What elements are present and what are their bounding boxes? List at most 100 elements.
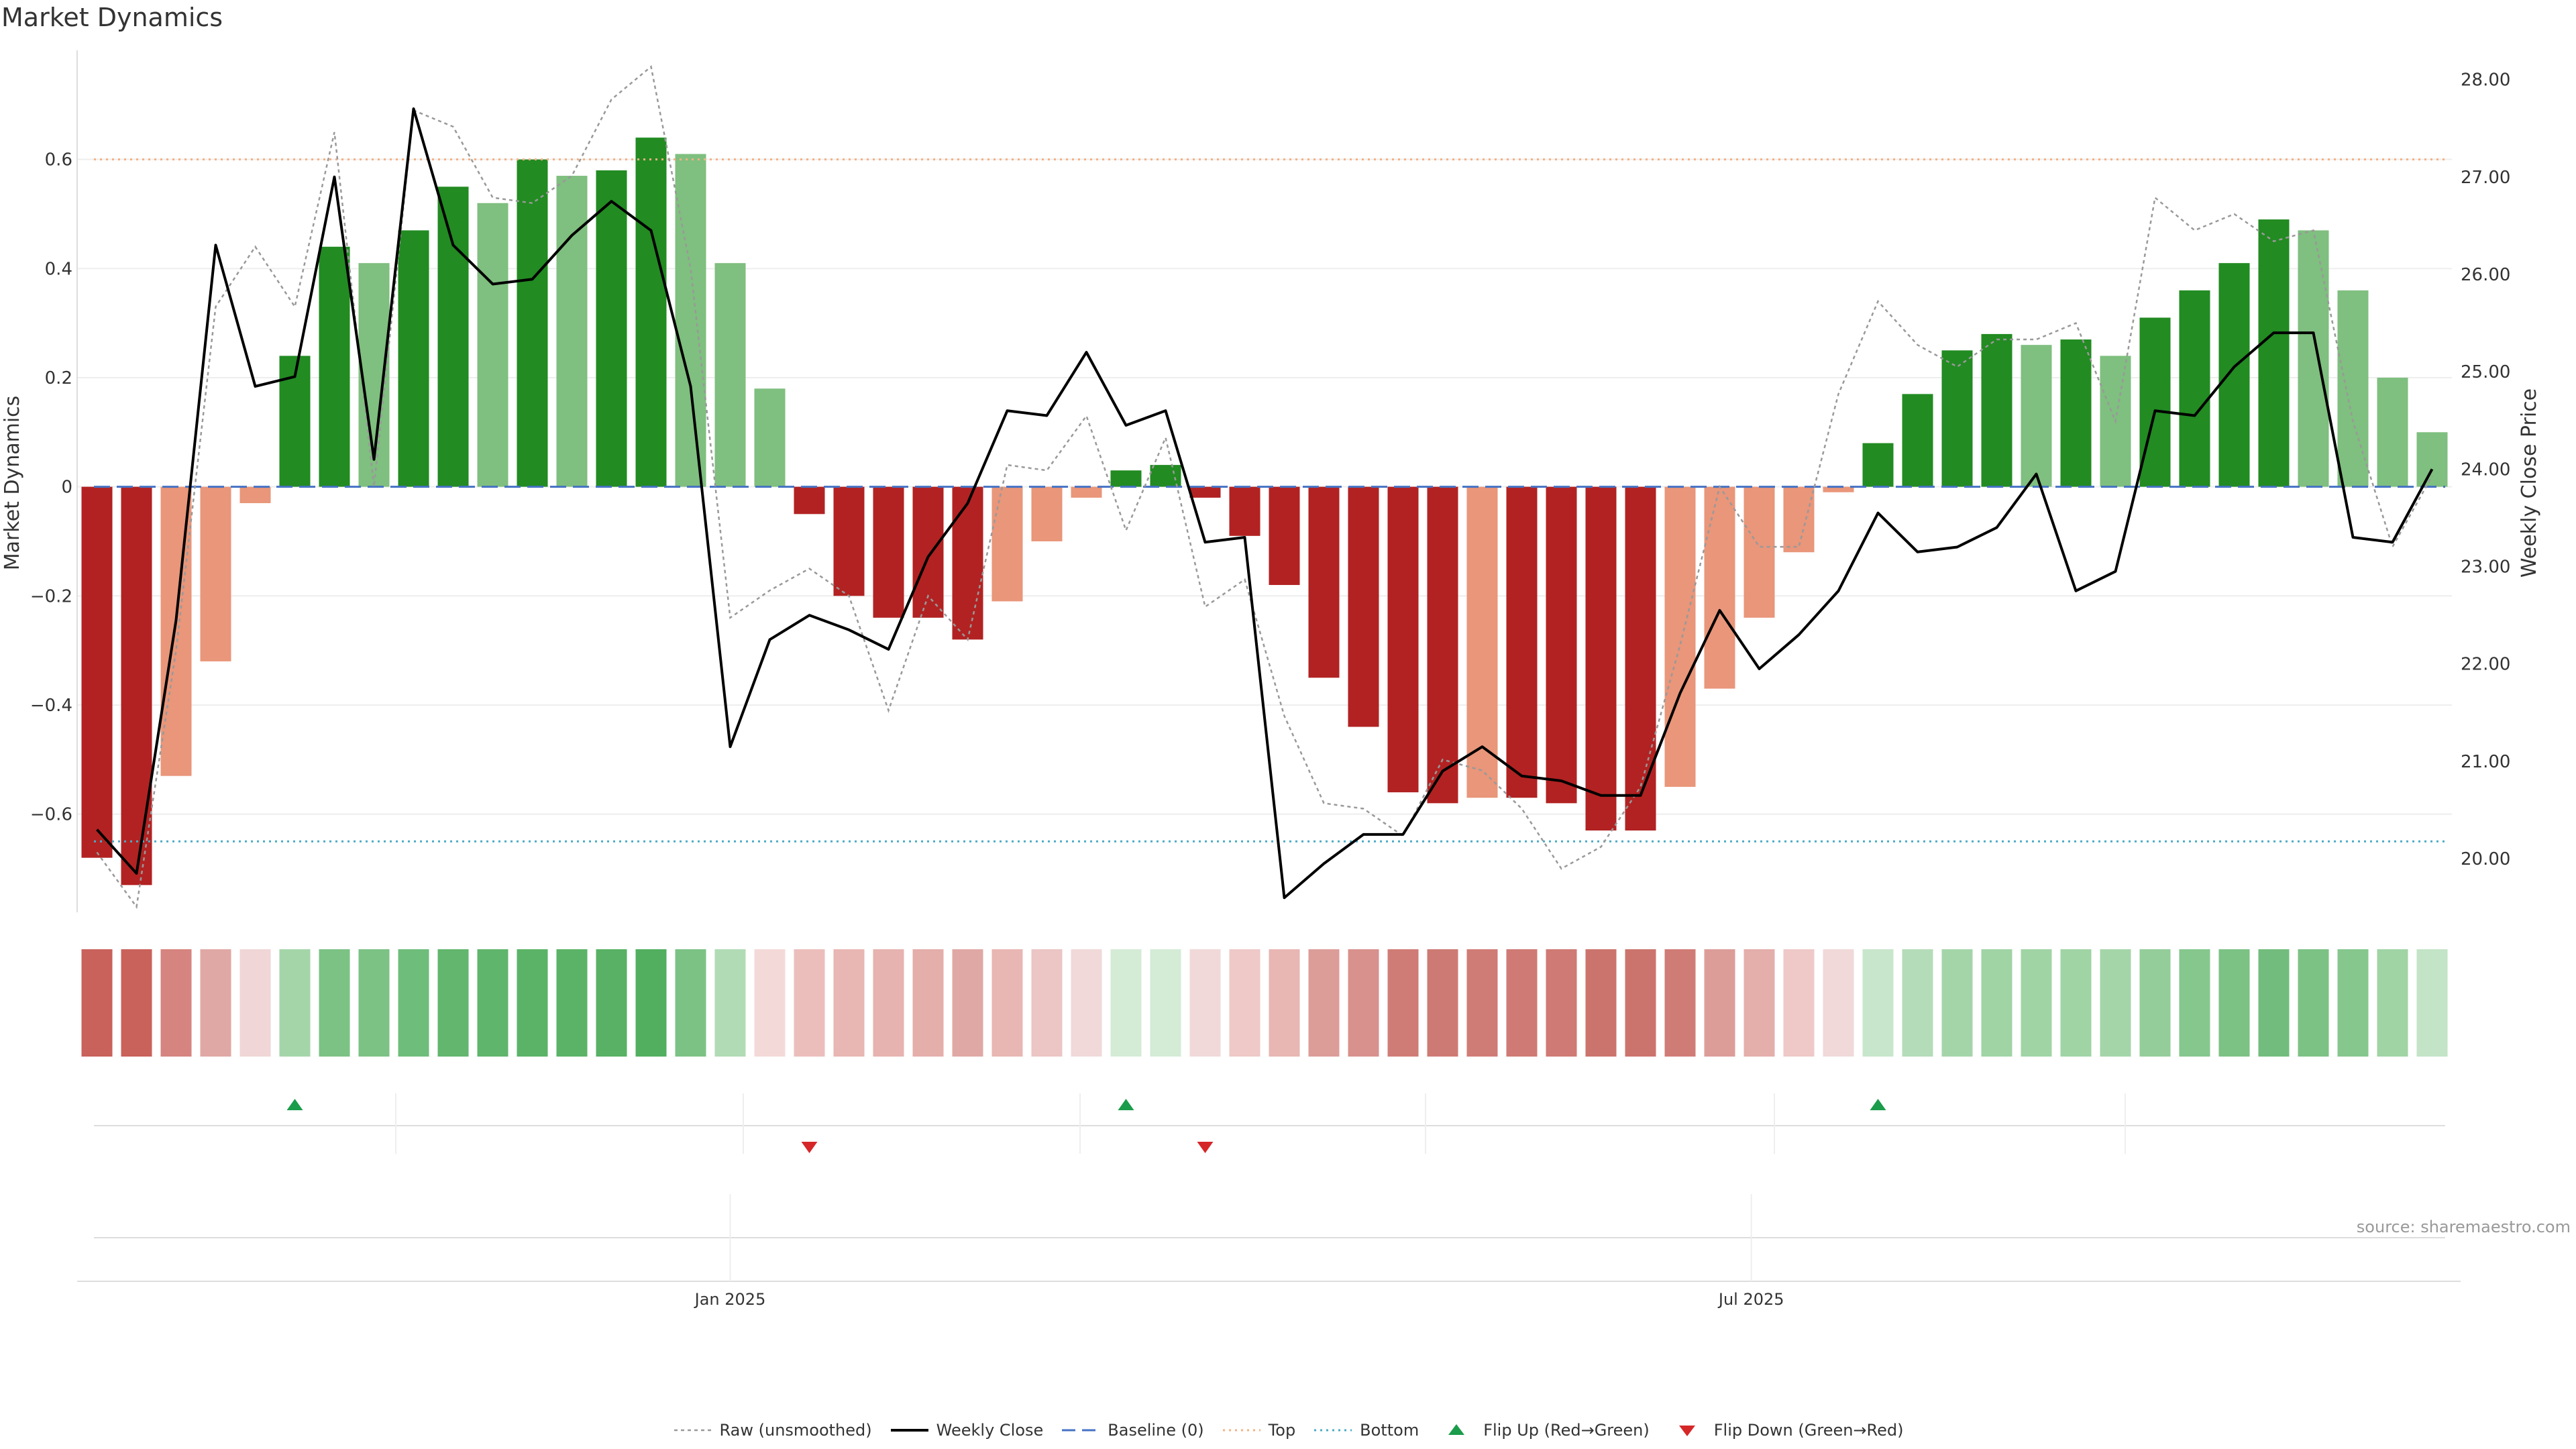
heat-cell: [1902, 949, 1933, 1057]
heat-cell: [1546, 949, 1577, 1057]
y2-tick-label: 25.00: [2461, 362, 2510, 382]
legend-label: Bottom: [1360, 1421, 1419, 1440]
flip-down-marker: [801, 1142, 818, 1153]
bar: [200, 486, 231, 661]
bar: [319, 246, 350, 487]
y2-axis-label: Weekly Close Price: [2518, 388, 2541, 578]
heat-cell: [1427, 949, 1458, 1057]
heat-cell: [1031, 949, 1063, 1057]
y2-tick-label: 26.00: [2461, 265, 2510, 285]
bottom-legend-icon: [1314, 1429, 1352, 1432]
y2-tick-label: 21.00: [2461, 752, 2510, 772]
heat-cell: [1308, 949, 1340, 1057]
heat-cell: [1269, 949, 1300, 1057]
bar: [1308, 486, 1340, 678]
bar: [2139, 317, 2171, 487]
legend-label: Raw (unsmoothed): [719, 1421, 872, 1440]
bar: [556, 176, 588, 487]
y2-tick-label: 28.00: [2461, 70, 2510, 91]
heat-cell: [714, 949, 746, 1057]
bar: [121, 486, 152, 885]
bar: [2416, 432, 2448, 487]
legend-item-close: Weekly Close: [890, 1421, 1044, 1440]
heat-cell: [991, 949, 1023, 1057]
heat-cell: [121, 949, 152, 1057]
heat-cell: [635, 949, 667, 1057]
bar: [596, 170, 627, 487]
bar: [2021, 345, 2052, 487]
bar: [2337, 290, 2369, 487]
y-tick-label: −0.6: [30, 805, 72, 825]
y-tick-label: 0.4: [45, 259, 72, 279]
bar: [2298, 230, 2329, 487]
raw-line-group: [96, 65, 2433, 910]
heat-cell: [1110, 949, 1142, 1057]
bar: [675, 154, 706, 487]
heat-cell: [1387, 949, 1419, 1057]
x-tick-label: Jan 2025: [694, 1290, 766, 1309]
heat-strip: [81, 949, 2448, 1057]
bar: [635, 138, 667, 487]
bar: [437, 186, 469, 487]
heat-cell: [2179, 949, 2210, 1057]
heat-cell: [912, 949, 944, 1057]
heat-cell: [437, 949, 469, 1057]
bar: [1743, 486, 1775, 618]
y-tick-label: 0.6: [45, 150, 72, 170]
heat-cell: [517, 949, 548, 1057]
heat-cell: [2021, 949, 2052, 1057]
y-axis-ticks: −0.6 −0.4 −0.2 0 0.2 0.4 0.6: [30, 150, 72, 825]
heat-cell: [1585, 949, 1617, 1057]
heat-cell: [2298, 949, 2329, 1057]
bar: [714, 263, 746, 487]
y2-axis-ticks: 20.00 21.00 22.00 23.00 24.00 25.00 26.00 27.00…: [2461, 70, 2510, 870]
bar: [2258, 219, 2290, 487]
heat-cell: [239, 949, 271, 1057]
heat-cell: [833, 949, 865, 1057]
heat-cell: [81, 949, 113, 1057]
legend: Raw (unsmoothed) Weekly Close Baseline (0)…: [0, 1421, 2576, 1440]
heat-cell: [1071, 949, 1102, 1057]
baseline-legend-icon: [1062, 1429, 1100, 1432]
bar: [239, 486, 271, 504]
bar: [1546, 486, 1577, 804]
legend-item-baseline: Baseline (0): [1061, 1421, 1204, 1440]
bar: [873, 486, 904, 618]
flip-up-marker: [1118, 1099, 1134, 1110]
heat-cell: [1506, 949, 1538, 1057]
bar: [1585, 486, 1617, 831]
bar: [1704, 486, 1735, 689]
flipup-legend-icon: [1448, 1424, 1465, 1435]
heat-cell: [754, 949, 786, 1057]
heat-cell: [675, 949, 706, 1057]
heat-cell: [1981, 949, 2012, 1057]
weekly-close-line: [96, 107, 2434, 900]
heat-cell: [200, 949, 231, 1057]
legend-item-flipdown: Flip Down (Green→Red): [1667, 1421, 1904, 1440]
bar: [1031, 486, 1063, 541]
bar: [794, 486, 825, 515]
x-axis-ticks: Jan 2025 Jul 2025: [694, 1194, 1784, 1309]
heat-cell: [1625, 949, 1656, 1057]
close-line-group: [96, 107, 2434, 900]
y2-tick-label: 24.00: [2461, 460, 2510, 480]
heat-cell: [1664, 949, 1696, 1057]
heat-cell: [1229, 949, 1260, 1057]
signal-panel: [94, 1093, 2445, 1154]
bar: [1862, 443, 1894, 487]
heat-cell: [1783, 949, 1815, 1057]
bar: [1466, 486, 1498, 798]
bar: [2179, 290, 2210, 487]
heat-cell: [1189, 949, 1221, 1057]
y-tick-label: 0: [61, 478, 72, 498]
legend-label: Flip Up (Red→Green): [1483, 1421, 1650, 1440]
bar: [1981, 333, 2012, 487]
y-tick-label: −0.2: [30, 586, 72, 606]
legend-item-raw: Raw (unsmoothed): [673, 1421, 872, 1440]
heat-cell: [2377, 949, 2408, 1057]
heat-cell: [1743, 949, 1775, 1057]
heat-cell: [1941, 949, 1973, 1057]
bar: [1783, 486, 1815, 553]
legend-label: Weekly Close: [936, 1421, 1044, 1440]
close-legend-icon: [890, 1429, 928, 1432]
